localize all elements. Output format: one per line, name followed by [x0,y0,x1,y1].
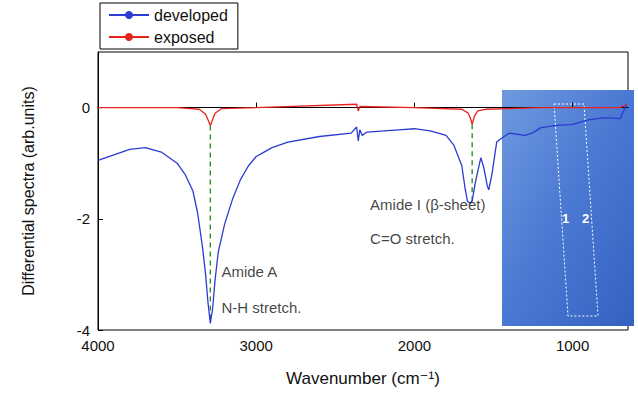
svg-text:Amide I (β-sheet): Amide I (β-sheet) [370,196,485,213]
svg-text:2000: 2000 [398,337,431,354]
svg-text:Differential spectra (arb.unit: Differential spectra (arb.units) [20,86,37,296]
svg-text:C=O stretch.: C=O stretch. [370,230,455,247]
svg-text:2: 2 [582,211,589,226]
svg-text:Wavenumber (cm⁻¹): Wavenumber (cm⁻¹) [286,369,440,388]
svg-text:N-H stretch.: N-H stretch. [221,299,301,316]
svg-text:0: 0 [82,99,90,116]
svg-text:Amide A: Amide A [221,263,277,280]
svg-text:3000: 3000 [240,337,273,354]
svg-text:exposed: exposed [154,29,215,46]
svg-text:developed: developed [154,7,228,24]
svg-text:1: 1 [562,211,569,226]
svg-text:1000: 1000 [556,337,589,354]
svg-text:-2: -2 [77,210,90,227]
svg-text:4000: 4000 [81,337,114,354]
svg-text:-4: -4 [77,322,90,339]
